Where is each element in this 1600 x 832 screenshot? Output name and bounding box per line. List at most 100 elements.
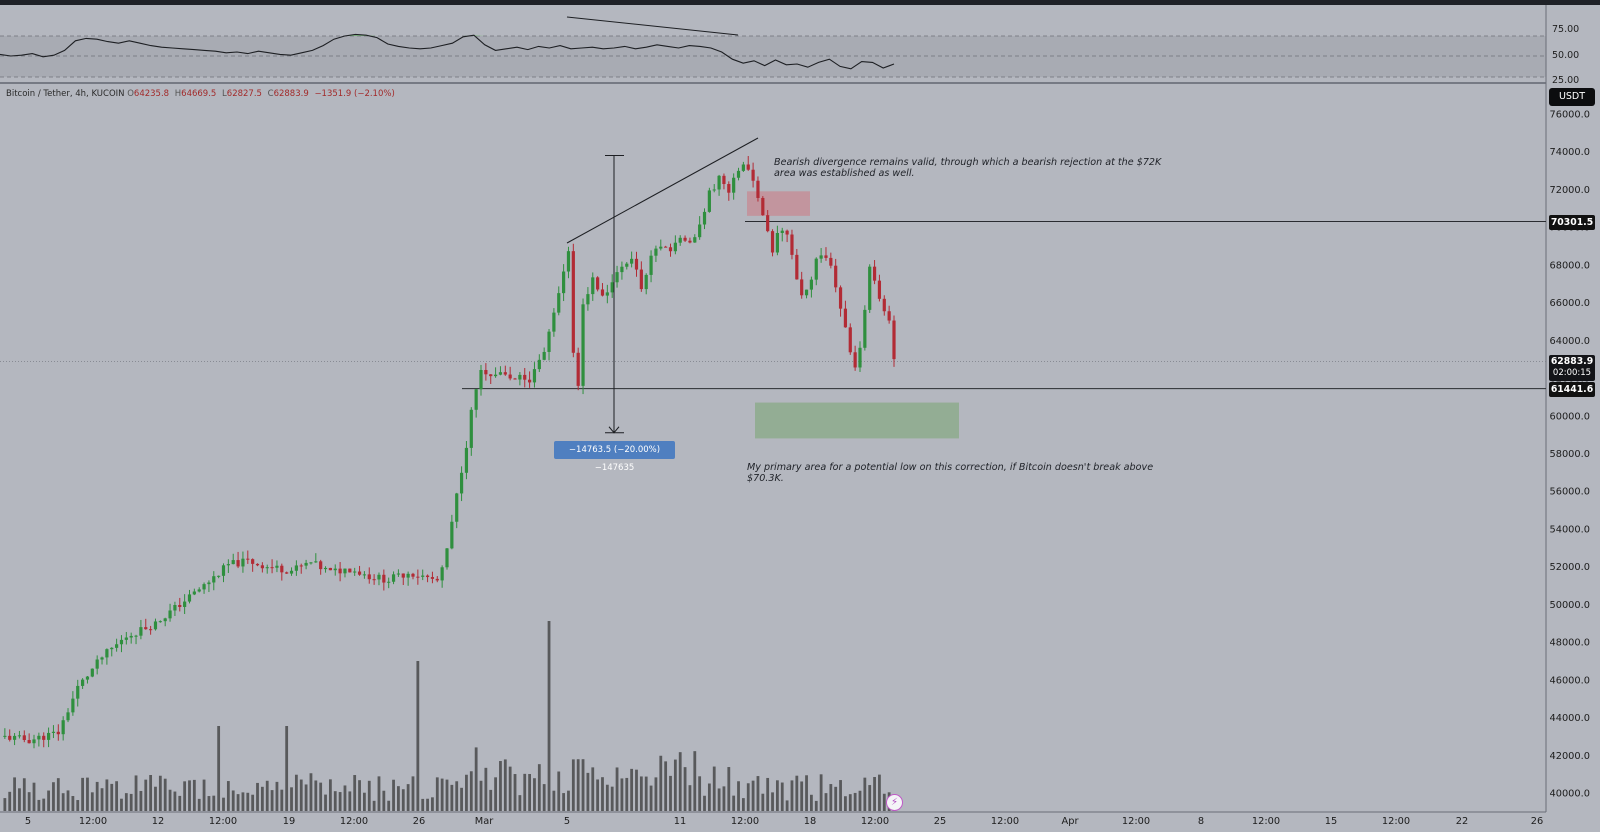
low-key: L	[222, 89, 227, 99]
candle-body	[654, 248, 658, 256]
volume-bar	[868, 785, 872, 811]
price-tick-label: 64000.0	[1549, 336, 1590, 347]
rsi-label-25: 25.00	[1552, 75, 1580, 83]
volume-bar	[348, 791, 352, 811]
volume-bar	[217, 726, 221, 811]
volume-bar	[635, 769, 638, 811]
candle-body	[241, 558, 245, 567]
volume-bar	[654, 777, 658, 811]
volume-bar	[61, 793, 65, 811]
volume-bar	[241, 792, 245, 811]
volume-bar	[460, 787, 463, 811]
symbol-title: Bitcoin / Tether, 4h, KUCOIN	[6, 89, 125, 99]
volume-bar	[528, 773, 531, 811]
candle-body	[766, 215, 770, 232]
time-tick-label: 15	[1324, 816, 1338, 827]
candle-body	[824, 255, 828, 258]
candle-body	[591, 277, 595, 295]
volume-bar	[712, 766, 716, 811]
volume-bar	[246, 792, 250, 811]
volume-bar	[251, 794, 255, 811]
volume-bar	[698, 776, 702, 811]
volume-bar	[707, 783, 711, 811]
candle-body	[411, 573, 415, 577]
volume-bar	[134, 775, 138, 811]
volume-bar	[358, 780, 361, 811]
candle-body	[464, 447, 469, 473]
primary-area-note[interactable]: My primary area for a potential low on t…	[747, 462, 1154, 484]
candle-body	[90, 668, 94, 677]
volume-bar	[610, 786, 614, 811]
candle-body	[547, 331, 551, 352]
candle-body	[688, 240, 692, 243]
volume-bar	[178, 795, 182, 811]
volume-bar	[853, 792, 857, 811]
candle-body	[105, 649, 109, 658]
time-tick-label: 12:00	[990, 816, 1020, 827]
volume-bar	[878, 774, 881, 811]
candle-body	[32, 739, 36, 744]
volume-bar	[188, 780, 191, 811]
volume-bar	[367, 780, 371, 811]
volume-bar	[333, 791, 337, 811]
candle-body	[3, 735, 7, 737]
volume-bar	[90, 792, 94, 811]
candle-body	[712, 189, 716, 191]
volume-bar	[775, 780, 779, 811]
price-tick-label: 54000.0	[1549, 524, 1590, 535]
volume-bar	[154, 786, 157, 811]
volume-bar	[625, 777, 629, 811]
volume-bar	[542, 784, 546, 811]
volume-bar	[688, 785, 692, 811]
candle-body	[834, 265, 838, 288]
divergence-note[interactable]: Bearish divergence remains valid, throug…	[774, 157, 1162, 179]
candle-body	[304, 562, 308, 566]
candle-body	[498, 372, 503, 375]
volume-bar	[392, 779, 395, 811]
volume-bar	[489, 789, 493, 811]
candle-body	[474, 389, 478, 410]
volume-bar	[260, 786, 264, 811]
volume-bar	[795, 775, 799, 811]
candle-body	[309, 562, 313, 564]
volume-bar	[8, 791, 12, 811]
candle-body	[751, 169, 755, 181]
candle-body	[134, 635, 138, 637]
candle-body	[197, 589, 201, 592]
volume-bar	[265, 780, 269, 811]
candle-body	[85, 676, 90, 680]
candle-body	[183, 601, 187, 607]
candle-body	[566, 251, 571, 272]
candle-body	[678, 237, 682, 243]
candle-body	[489, 374, 493, 377]
candle-body	[425, 575, 430, 578]
volume-bar	[163, 778, 167, 811]
time-tick-label: 18	[803, 816, 817, 827]
candle-body	[27, 739, 31, 744]
volume-bar	[197, 798, 201, 811]
price-tick-label: 66000.0	[1549, 298, 1590, 309]
time-tick-label: 12:00	[339, 816, 369, 827]
candle-body	[251, 559, 255, 564]
price-tick-label: 72000.0	[1549, 185, 1590, 196]
volume-bar	[13, 777, 16, 811]
volume-bar	[601, 777, 604, 811]
volume-bar	[275, 781, 279, 811]
volume-bar	[426, 798, 429, 811]
drawings[interactable]	[566, 137, 759, 434]
candle-body	[746, 164, 750, 170]
candle-body	[22, 735, 26, 740]
candle-body	[863, 309, 867, 348]
measure-label[interactable]: −14763.5 (−20.00%) −147635	[554, 441, 675, 473]
volume-bar	[76, 800, 80, 811]
candle-body	[459, 472, 464, 494]
lightning-icon[interactable]: ⚡	[886, 794, 903, 811]
change-value: −1351.9 (−2.10%)	[314, 89, 395, 99]
candle-body	[795, 254, 799, 280]
volume-bar	[319, 782, 323, 811]
volume-bar	[22, 778, 26, 811]
currency-badge[interactable]: USDT	[1549, 88, 1595, 106]
volume-bar	[382, 790, 386, 811]
volume-bar	[120, 798, 123, 811]
